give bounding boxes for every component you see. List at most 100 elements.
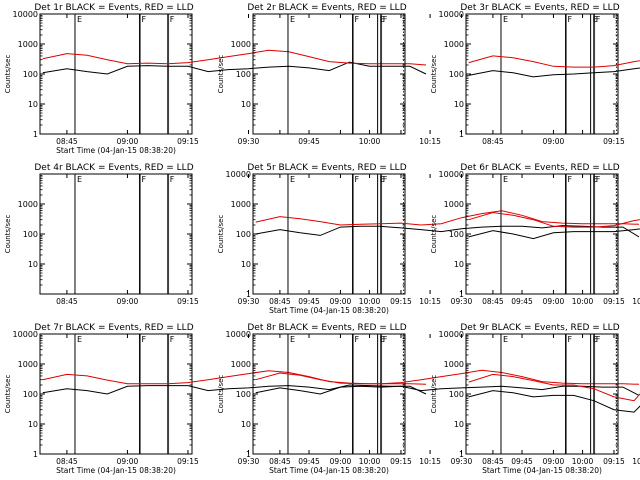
x-tick-label: 09:00 [330, 297, 352, 306]
marker-label: E [503, 335, 508, 344]
events-series-line [468, 67, 640, 78]
x-tick-label: 09:30 [451, 457, 473, 466]
marker-label: F [568, 175, 573, 184]
panel-title: Det 3r BLACK = Events, RED = LLD [460, 3, 619, 13]
y-tick-label: 10 [454, 260, 464, 269]
x-axis-label: Start Time (04-Jan-15 08:38:20) [56, 466, 176, 475]
marker-label: F [170, 335, 175, 344]
events-series-line [42, 384, 427, 395]
y-tick-label: 10 [454, 420, 464, 429]
events-series-line [468, 228, 640, 240]
y-tick-label: 1 [246, 450, 251, 459]
marker-label: F [355, 15, 360, 24]
y-tick-label: 1 [459, 130, 464, 139]
plot-frame [39, 333, 193, 455]
x-tick-label: 10:15 [419, 457, 441, 466]
marker-label: F [355, 175, 360, 184]
x-tick-label: 08:45 [56, 457, 78, 466]
y-axis-label: Counts/sec [217, 55, 225, 94]
x-tick-label: 09:45 [298, 137, 320, 146]
marker-label: F [142, 175, 147, 184]
x-tick-label: 10:00 [359, 297, 381, 306]
x-tick-label: 09:30 [238, 457, 260, 466]
lld-series-line [255, 369, 640, 385]
x-tick-label: 08:45 [56, 137, 78, 146]
lld-series-line [255, 210, 640, 226]
x-tick-label: 09:00 [117, 137, 139, 146]
plot-frame [465, 13, 619, 135]
x-tick-label: 09:00 [543, 137, 565, 146]
marker-label: E [380, 15, 385, 24]
lld-series-line [42, 49, 427, 66]
y-tick-label: 100 [236, 390, 251, 399]
x-axis-label: Start Time (04-Jan-15 08:38:20) [269, 466, 389, 475]
marker-label: E [290, 15, 295, 24]
x-tick-label: 08:45 [269, 297, 291, 306]
x-tick-label: 08:45 [269, 457, 291, 466]
x-tick-label: 10:00 [359, 137, 381, 146]
lld-series-line [468, 211, 640, 228]
y-axis-label: Counts/sec [4, 55, 12, 94]
x-tick-label: 09:15 [390, 457, 412, 466]
x-tick-label: 09:00 [330, 457, 352, 466]
y-axis-label: Counts/sec [4, 215, 12, 254]
marker-label: F [142, 15, 147, 24]
events-series-line [468, 390, 640, 413]
x-tick-label: 10:00 [572, 457, 594, 466]
x-tick-label: 09:15 [390, 297, 412, 306]
y-tick-label: 1000 [444, 40, 464, 49]
x-tick-label: 10:15 [419, 137, 441, 146]
x-tick-label: 10:15 [632, 457, 640, 466]
y-tick-label: 10000 [439, 10, 464, 19]
y-tick-label: 100 [236, 230, 251, 239]
marker-label: F [568, 335, 573, 344]
y-tick-label: 1 [246, 290, 251, 299]
y-tick-label: 100 [236, 70, 251, 79]
marker-label: E [593, 175, 598, 184]
marker-label: F [383, 175, 388, 184]
marker-label: F [355, 335, 360, 344]
x-tick-label: 09:15 [177, 457, 199, 466]
x-tick-label: 08:45 [56, 297, 78, 306]
x-tick-label: 09:30 [238, 297, 260, 306]
y-tick-label: 1 [33, 130, 38, 139]
x-tick-label: 08:45 [482, 297, 504, 306]
marker-label: F [596, 175, 601, 184]
x-tick-label: 09:45 [511, 457, 533, 466]
y-tick-label: 10 [454, 100, 464, 109]
marker-label: E [77, 175, 82, 184]
y-tick-label: 10 [241, 100, 251, 109]
x-tick-label: 09:45 [298, 457, 320, 466]
panel-det-8: Det 8r BLACK = Events, RED = LLD Counts/s… [217, 323, 640, 475]
marker-label: F [170, 175, 175, 184]
panel-title: Det 1r BLACK = Events, RED = LLD [34, 3, 193, 13]
marker-label: F [596, 15, 601, 24]
plot-frame [252, 333, 406, 455]
plot-frame [252, 173, 406, 295]
panel-det-9: Det 9r BLACK = Events, RED = LLD Counts/s… [430, 323, 640, 475]
lld-series-line [42, 370, 427, 385]
panel-det-2: Det 2r BLACK = Events, RED = LLD Counts/s… [217, 3, 618, 135]
marker-label: F [568, 15, 573, 24]
panel-det-1: Det 1r BLACK = Events, RED = LLD Counts/s… [4, 3, 441, 155]
y-tick-label: 1000 [444, 360, 464, 369]
marker-label: E [503, 15, 508, 24]
y-tick-label: 10 [241, 260, 251, 269]
x-tick-label: 09:15 [177, 297, 199, 306]
y-tick-label: 1000 [18, 360, 38, 369]
y-tick-label: 10000 [439, 330, 464, 339]
x-tick-label: 10:15 [419, 297, 441, 306]
events-series-line [42, 61, 427, 75]
plot-frame [465, 333, 619, 455]
y-tick-label: 100 [449, 70, 464, 79]
panel-title: Det 4r BLACK = Events, RED = LLD [34, 163, 193, 173]
y-tick-label: 100 [23, 390, 38, 399]
x-tick-label: 09:00 [543, 297, 565, 306]
plot-frame [252, 13, 406, 135]
panel-title: Det 8r BLACK = Events, RED = LLD [247, 323, 406, 333]
panel-det-4: Det 4r BLACK = Events, RED = LLD Counts/s… [4, 163, 441, 306]
marker-label: E [593, 15, 598, 24]
x-tick-label: 09:00 [117, 297, 139, 306]
marker-label: E [77, 335, 82, 344]
